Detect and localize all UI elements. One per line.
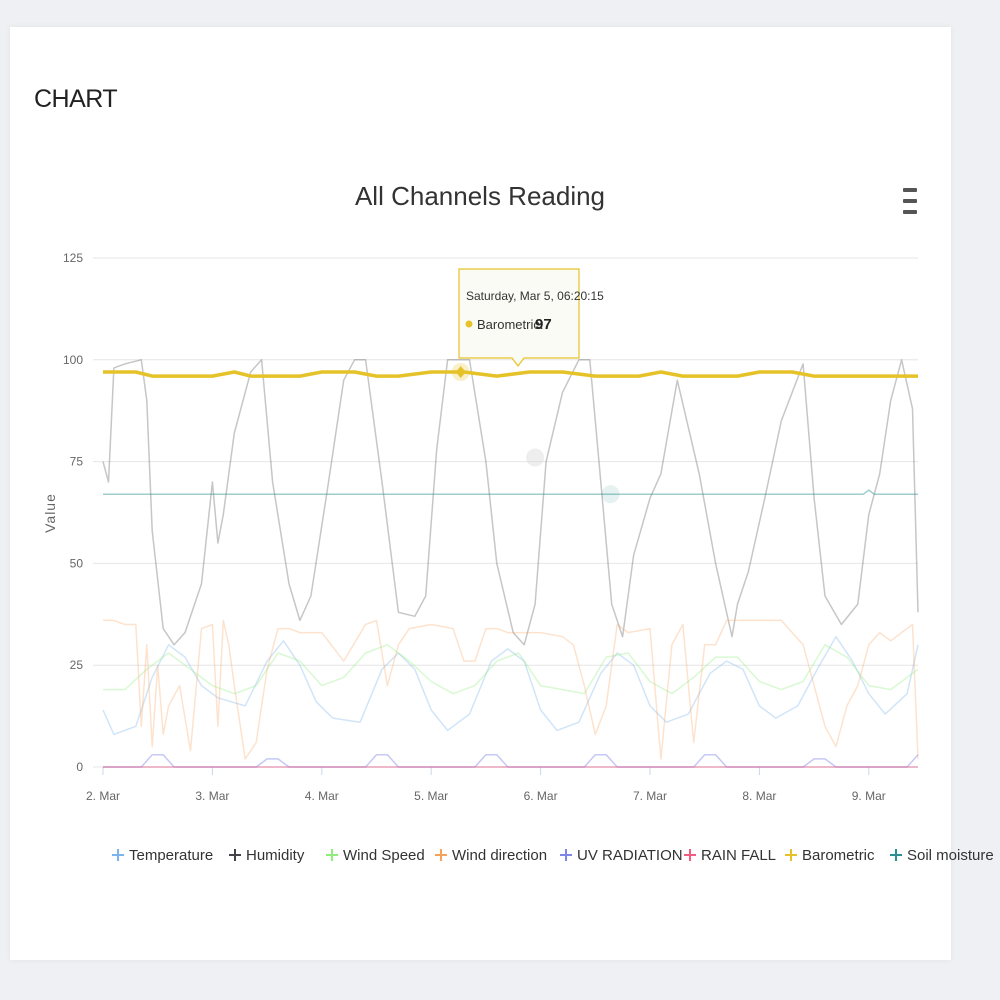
- x-tick-label: 7. Mar: [633, 789, 667, 803]
- legend-item-wind-direction[interactable]: Wind direction: [452, 847, 547, 864]
- tooltip-series-label: Barometric:: [477, 317, 543, 332]
- x-tick-label: 9. Mar: [852, 789, 886, 803]
- series-line-soil-moisture: [103, 489, 918, 495]
- tooltip-box: [458, 268, 580, 367]
- menu-bar: [903, 210, 917, 214]
- tooltip-series-dot: [465, 320, 473, 328]
- hover-point: [455, 366, 466, 379]
- series-line-wind-direction: [103, 619, 919, 760]
- y-tick-label: 125: [63, 251, 83, 265]
- legend-item-barometric[interactable]: Barometric: [802, 847, 875, 864]
- legend-item-soil-moisture[interactable]: Soil moisture: [907, 847, 994, 864]
- card-title: CHART: [34, 85, 118, 113]
- legend-item-humidity[interactable]: Humidity: [246, 847, 305, 864]
- y-axis-label: Value: [42, 493, 58, 533]
- x-tick-label: 3. Mar: [195, 789, 229, 803]
- hover-halo-soil: [601, 485, 620, 504]
- y-tick-label: 75: [70, 455, 84, 469]
- y-tick-label: 25: [70, 658, 84, 672]
- chart-card: CHART: [10, 27, 951, 960]
- series-line-temperature: [102, 635, 919, 736]
- series-line-uv-radiation: [103, 754, 919, 768]
- y-tick-label: 100: [63, 353, 83, 367]
- legend-item-wind-speed[interactable]: Wind Speed: [343, 847, 425, 864]
- legend-item-temperature[interactable]: Temperature: [129, 847, 213, 864]
- hover-halo-humidity: [526, 448, 545, 467]
- legend-item-rain-fall[interactable]: RAIN FALL: [701, 847, 776, 864]
- x-tick-label: 2. Mar: [86, 789, 120, 803]
- tooltip-date: Saturday, Mar 5, 06:20:15: [466, 289, 604, 303]
- menu-bar: [903, 199, 917, 203]
- x-tick-label: 6. Mar: [524, 789, 558, 803]
- x-tick-label: 4. Mar: [305, 789, 339, 803]
- series-line-barometric: [103, 370, 918, 378]
- chart-title: All Channels Reading: [355, 181, 605, 211]
- series-line-humidity: [102, 359, 919, 646]
- menu-bar: [903, 188, 917, 192]
- y-tick-label: 50: [70, 556, 84, 570]
- x-tick-label: 5. Mar: [414, 789, 448, 803]
- y-tick-label: 0: [76, 760, 83, 774]
- tooltip-value: 97: [535, 316, 552, 333]
- legend-item-uv-radiation[interactable]: UV RADIATION: [577, 847, 683, 864]
- series-line-wind-speed: [103, 644, 919, 695]
- x-tick-label: 8. Mar: [742, 789, 776, 803]
- hamburger-menu-icon[interactable]: [903, 188, 917, 214]
